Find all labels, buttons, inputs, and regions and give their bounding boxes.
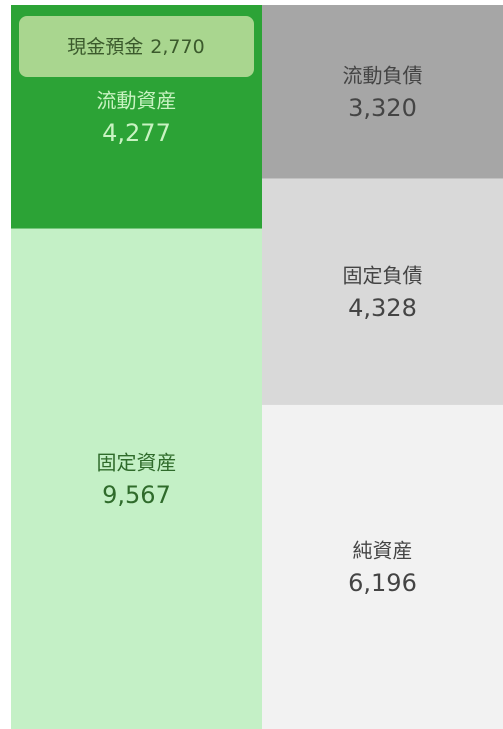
- block-value: 6,196: [348, 569, 417, 597]
- block: [11, 228, 262, 729]
- cash-badge: [19, 16, 254, 77]
- block-label: 固定負債: [343, 263, 423, 287]
- block-value: 9,567: [102, 481, 171, 509]
- block-label: 流動負債: [343, 63, 423, 87]
- cash-name: 現金預金: [67, 36, 143, 58]
- block: [262, 5, 503, 179]
- cash-text: 現金預金 2,770: [67, 36, 204, 58]
- block: [262, 178, 503, 405]
- block-label: 固定資産: [97, 450, 177, 474]
- block: [262, 404, 503, 729]
- block-label: 純資産: [353, 538, 413, 562]
- block-label: 流動資産: [97, 88, 177, 112]
- block-value: 4,277: [102, 119, 171, 147]
- block-value: 4,328: [348, 294, 417, 322]
- block-value: 3,320: [348, 94, 417, 122]
- cash-value: 2,770: [150, 36, 204, 58]
